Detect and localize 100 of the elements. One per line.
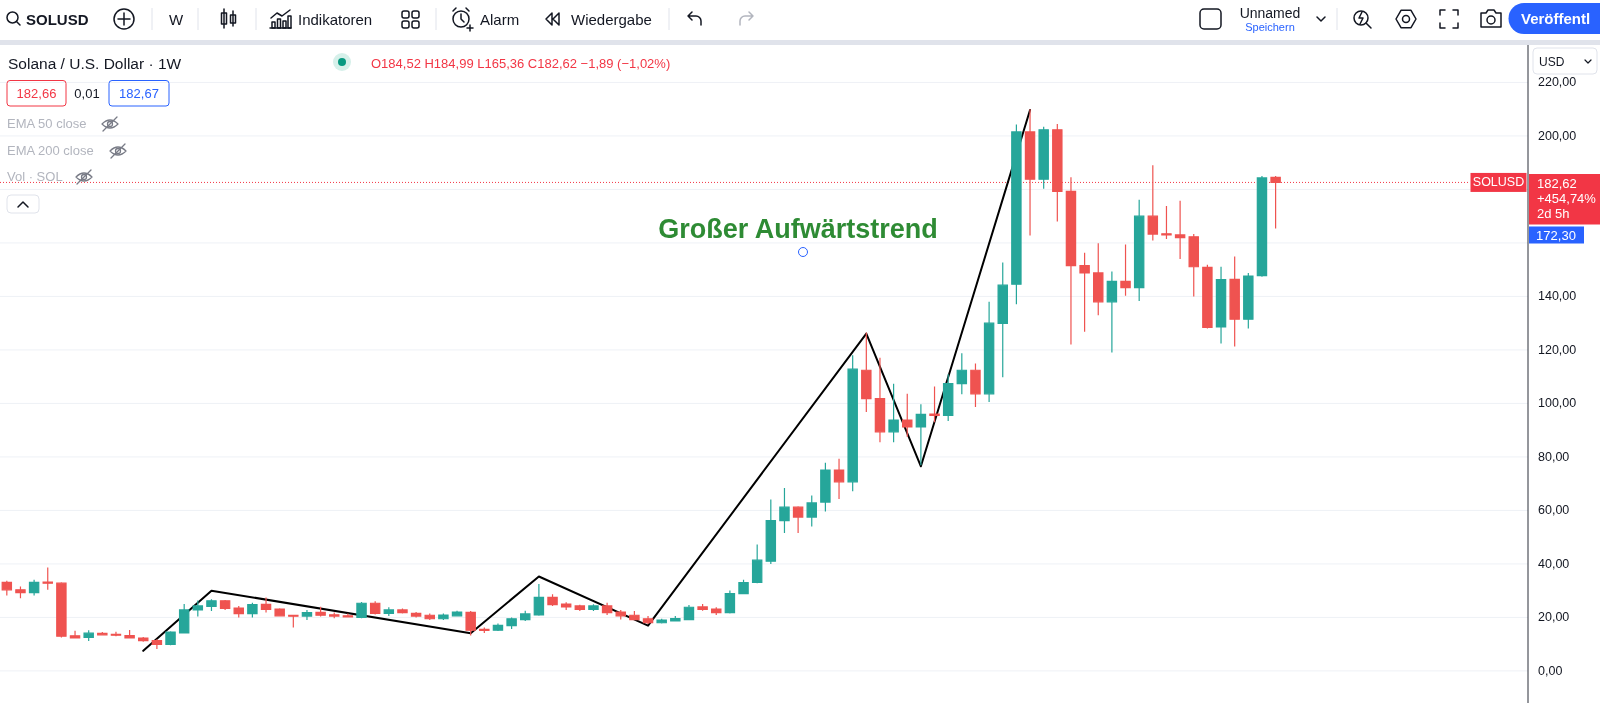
text: Alarm: [480, 11, 520, 28]
candlestick: [997, 261, 1008, 378]
candlestick: [1011, 123, 1022, 305]
y-tick-label: 220,00: [1538, 75, 1577, 90]
candlestick: [342, 612, 354, 619]
candlestick: [1229, 255, 1240, 348]
candlestick: [792, 505, 804, 534]
candlestick: [424, 612, 435, 621]
annotation: Großer Aufwärtstrend: [658, 214, 938, 244]
annotation: Vol · SOL: [7, 169, 63, 184]
candlestick: [806, 494, 817, 528]
candlestick: [329, 611, 340, 619]
candlestick: [15, 585, 26, 599]
candlestick: [1093, 242, 1104, 316]
text: 182,62: [1537, 176, 1577, 191]
candlestick: [383, 606, 395, 617]
candlestick: [642, 615, 654, 625]
candlestick: [1243, 272, 1254, 330]
text: 2d 5h: [1537, 206, 1570, 221]
candlestick: [42, 566, 53, 591]
candlestick: [192, 599, 204, 618]
candlestick: [1052, 123, 1063, 223]
annotation: O184,52 H184,99 L165,36 C182,62 −1,89 (−1,02%): [371, 56, 671, 71]
candlestick: [533, 583, 545, 617]
candlestick: [97, 631, 108, 637]
candlestick: [56, 581, 67, 639]
candlestick: [83, 629, 94, 642]
candlestick: [465, 610, 476, 637]
candlestick: [165, 630, 176, 646]
text: SOLUSD: [26, 11, 89, 28]
candlestick: [69, 630, 81, 640]
candlestick: [1, 580, 13, 597]
annotation: 182,66: [16, 86, 57, 101]
candlestick: [28, 579, 40, 597]
text: Veröffentl: [1521, 10, 1591, 27]
candlestick: [970, 362, 981, 408]
candlestick: [247, 602, 258, 619]
y-tick-label: 120,00: [1538, 342, 1577, 357]
candlestick: [369, 600, 381, 616]
candlestick: [1065, 176, 1077, 346]
candlestick: [438, 612, 449, 621]
candlestick: [397, 607, 408, 614]
text: USD: [1539, 55, 1565, 69]
candlestick: [479, 626, 490, 634]
y-tick-label: 20,00: [1538, 610, 1570, 625]
text: 172,30: [1536, 228, 1576, 243]
candlestick: [629, 610, 640, 621]
candlestick: [1038, 126, 1049, 190]
candlestick: [1079, 252, 1090, 333]
candlestick: [670, 615, 681, 622]
annotation: EMA 200 close: [7, 143, 94, 158]
candlestick: [1270, 175, 1281, 230]
candlestick: [779, 487, 790, 534]
candlestick: [178, 603, 190, 635]
text: Wiedergabe: [571, 11, 652, 28]
candlestick: [738, 579, 749, 595]
candlestick: [451, 610, 463, 618]
candlestick: [874, 357, 886, 443]
candlestick: [110, 631, 122, 637]
candlestick: [301, 609, 313, 621]
candlestick: [983, 301, 995, 403]
candlestick: [138, 636, 149, 643]
candlestick: [601, 602, 613, 616]
candlestick: [560, 601, 572, 611]
candlestick: [765, 498, 777, 565]
candlestick: [929, 385, 940, 423]
candlestick: [615, 609, 626, 621]
candlestick: [1147, 164, 1159, 242]
candlestick: [1202, 264, 1213, 330]
y-tick-label: 100,00: [1538, 396, 1577, 411]
candlestick: [1215, 266, 1227, 345]
y-tick-label: 40,00: [1538, 556, 1570, 571]
candlestick: [847, 354, 858, 492]
candlestick: [547, 593, 558, 607]
candlestick: [1161, 205, 1172, 240]
candlestick: [315, 606, 326, 618]
candlestick: [751, 543, 763, 584]
line-series: [142, 109, 1032, 652]
candlestick: [711, 606, 722, 616]
candlestick: [233, 605, 244, 619]
candlestick: [1188, 233, 1199, 298]
candlestick: [288, 614, 299, 629]
candlestick: [942, 373, 954, 422]
candlestick: [492, 622, 504, 632]
text: W: [168, 11, 184, 28]
text: Solana / U.S. Dollar · 1W: [8, 55, 182, 72]
candlestick: [861, 331, 872, 413]
candlestick: [574, 604, 586, 612]
text: Speichern: [1245, 21, 1295, 33]
candlestick: [410, 611, 422, 619]
candlestick: [820, 462, 831, 513]
candlestick: [151, 638, 163, 650]
candlestick: [356, 601, 367, 619]
y-tick-label: 60,00: [1538, 503, 1570, 518]
annotation: 182,67: [119, 86, 159, 101]
y-tick-label: 80,00: [1538, 449, 1570, 464]
candlestick: [260, 597, 272, 614]
candlestick: [833, 458, 845, 500]
candlestick: [274, 607, 285, 618]
annotation: 0,01: [74, 86, 100, 101]
